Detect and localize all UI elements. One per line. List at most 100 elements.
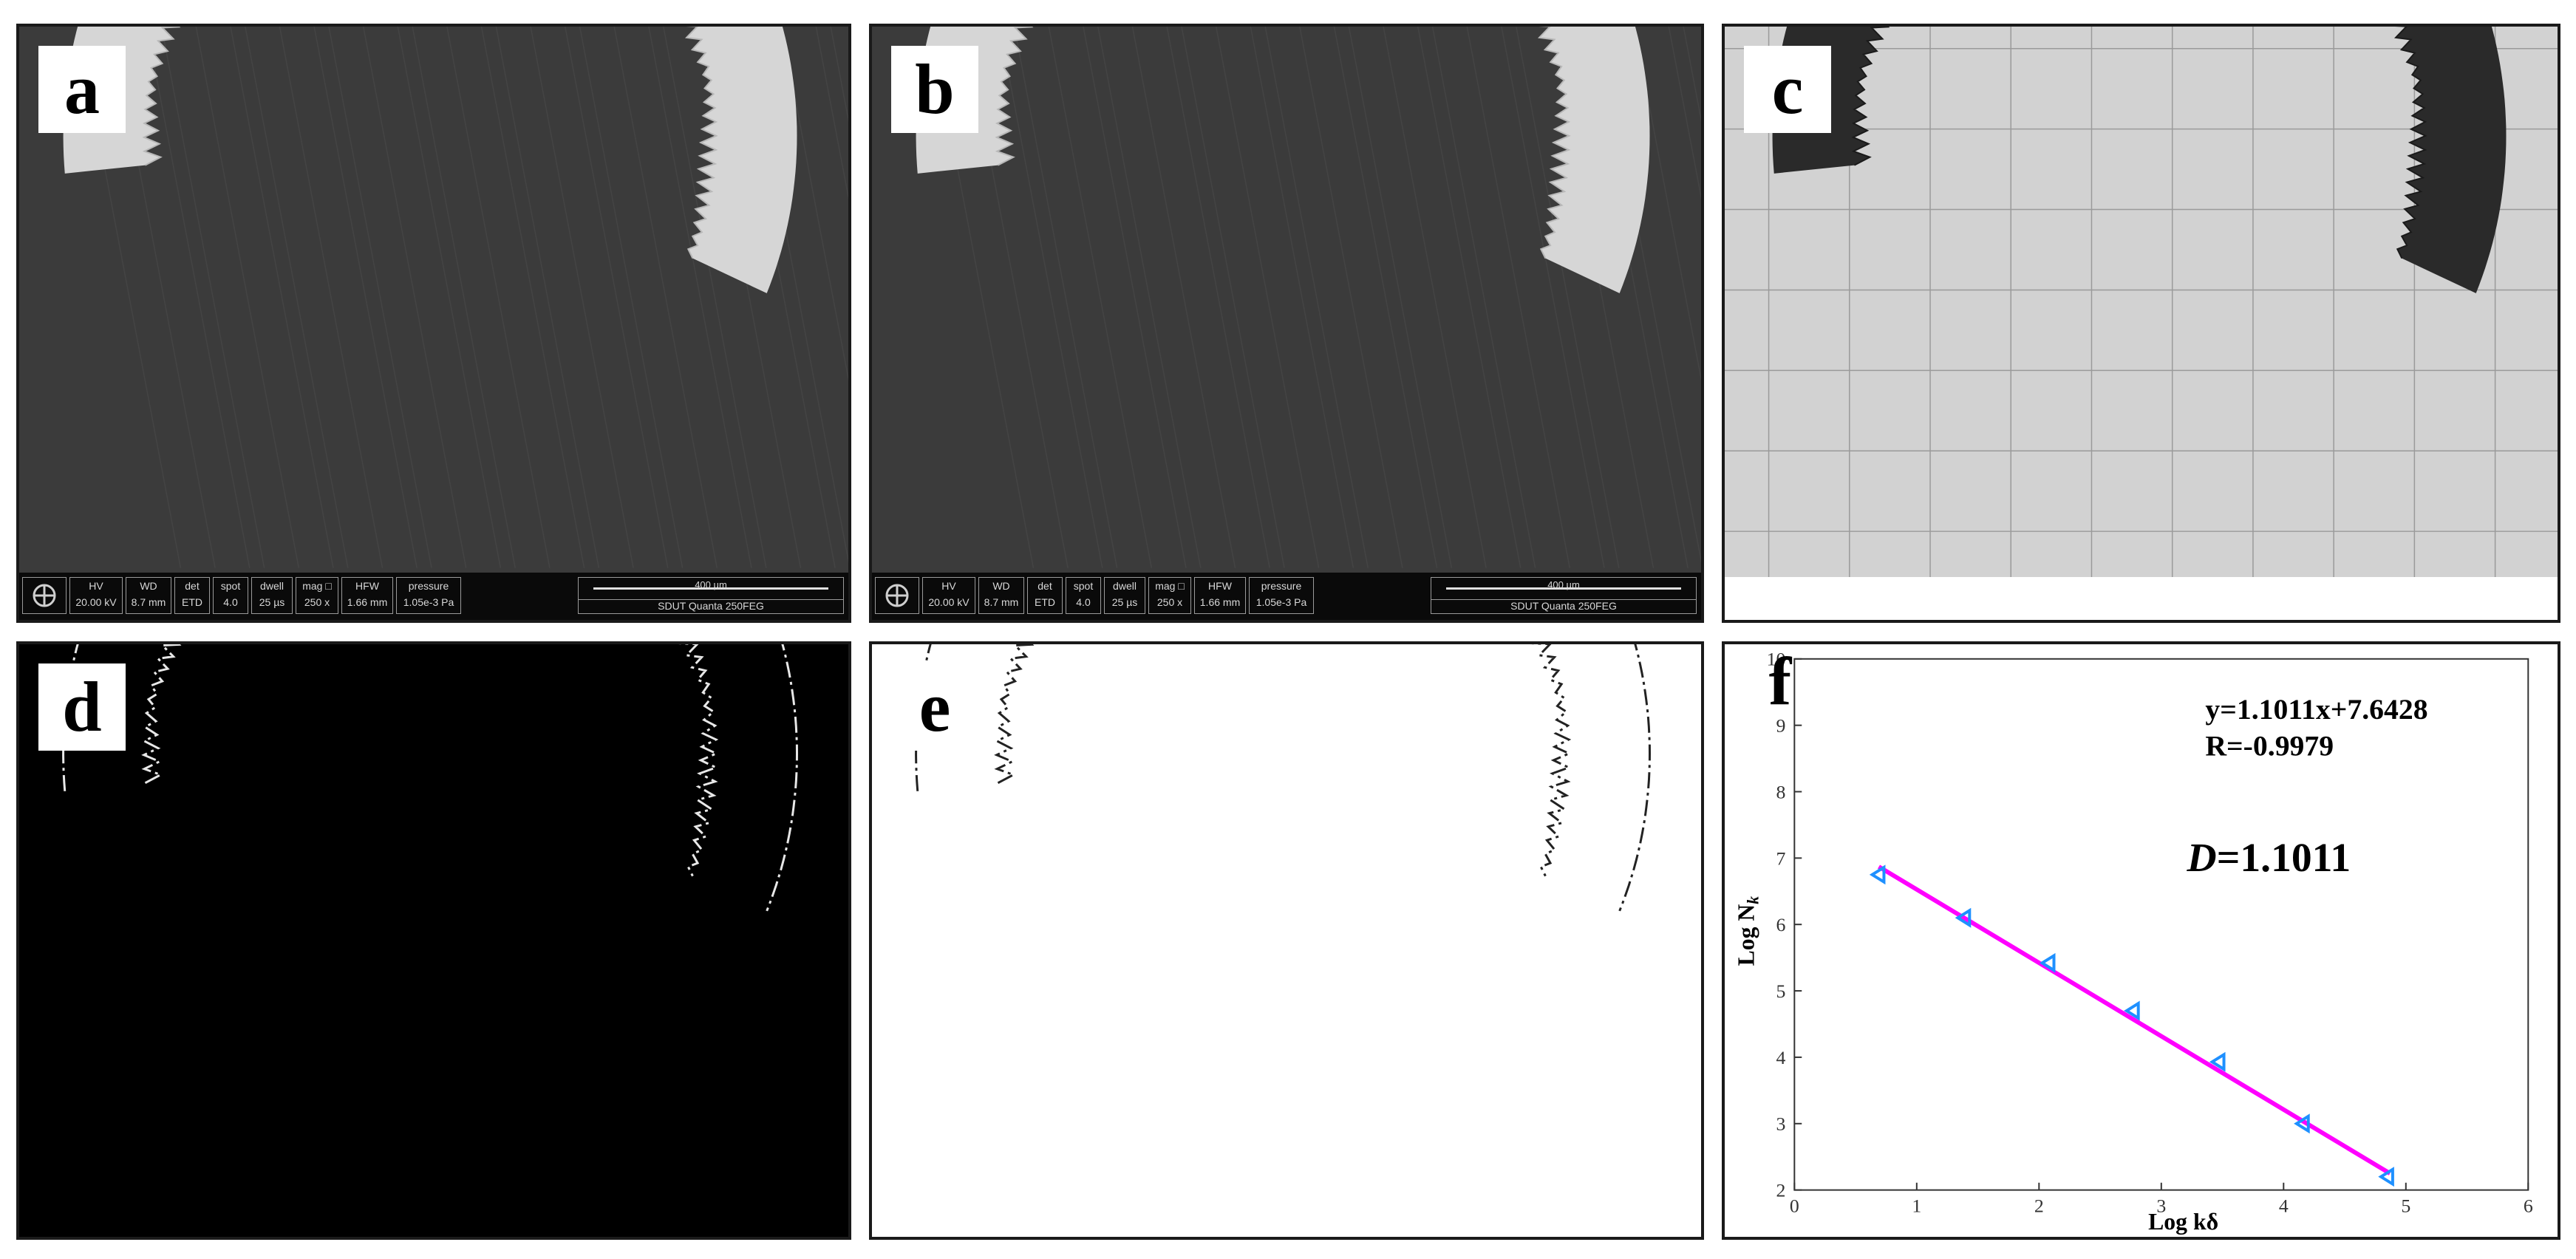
scratch-line [495,27,600,568]
scratch-line [999,27,1103,568]
panel-label: b [891,46,978,133]
scratch-line [1683,27,1701,123]
data-point [2378,1167,2394,1187]
fit-equation: y=1.1011x+7.6428 [2205,693,2427,726]
y-axis-label: Log Nk [1734,896,1762,966]
data-point [1869,864,1886,885]
scratch-line [313,27,418,568]
x-tick-label: 4 [2279,1195,2289,1216]
x-tick-label: 2 [2034,1195,2044,1216]
sem-field: WD 8.7 mm [126,577,171,614]
sem-field-value: 250 x [304,596,330,608]
inner-serrated-edge [994,644,1572,877]
scratch-line [328,27,432,568]
scratch-line [480,27,585,568]
sem-field: HV 20.00 kV [922,577,975,614]
scratch-line [613,27,718,568]
sem-field-key: spot [220,580,241,592]
scratch-line [1501,27,1605,568]
y-tick-label: 6 [1776,914,1786,935]
sem-field: spot 4.0 [1066,577,1101,614]
x-tick-label: 1 [1912,1195,1921,1216]
edge-outline-d [62,644,798,912]
instrument-name: SDUT Quanta 250FEG [1431,599,1696,612]
sem-field: WD 8.7 mm [978,577,1024,614]
wear-scar-crescent [916,27,1650,293]
sem-field: det ETD [1027,577,1063,614]
scratch-line [815,27,848,200]
scratch-line [160,27,265,568]
sem-field-key: HFW [1208,580,1232,592]
scratch-line [1013,27,1118,568]
scale-bar-text: 400 µm [695,579,727,590]
scratch-line [1466,27,1570,568]
x-tick-label: 6 [2524,1195,2533,1216]
sem-info-bar: HV 20.00 kV WD 8.7 mm det ETD spot 4.0 dwell 25 µ… [19,573,848,620]
scratch-line [362,27,467,568]
sem-field-key: HFW [355,580,379,592]
sem-field-key: pressure [408,580,449,592]
panel-label: e [891,663,978,751]
sem-field-value: 8.7 mm [984,596,1019,608]
sem-field-value: 20.00 kV [928,596,970,608]
wear-scar-serrated-edge [1851,27,2427,259]
panel-e-edge-outline-white: e [869,641,1704,1240]
sem-field: HV 20.00 kV [69,577,123,614]
sem-field: dwell 25 µs [1104,577,1145,614]
sem-field: HFW 1.66 mm [341,577,393,614]
sem-field: HFW 1.66 mm [1194,577,1246,614]
x-tick-label: 0 [1790,1195,1799,1216]
sem-field-key: WD [140,580,157,592]
scratch-line [780,27,848,382]
data-point [2039,952,2056,973]
gridded-image-c [1725,27,2558,583]
sem-field-key: pressure [1261,580,1302,592]
instrument-name: SDUT Quanta 250FEG [579,599,843,612]
data-point [2209,1051,2226,1072]
sem-field-key: dwell [260,580,284,592]
scratch-line [1264,27,1369,568]
x-tick-label: 5 [2401,1195,2410,1216]
sem-field-value: 8.7 mm [131,596,166,608]
outer-boundary-edge [915,644,1651,912]
scratch-line [1516,27,1620,568]
scale-bar: 400 µm SDUT Quanta 250FEG [1431,577,1697,614]
sem-image-b [916,27,1701,568]
sem-field-key: HV [89,580,103,592]
scratch-line [1417,27,1522,568]
fractal-dimension-chart: 0 1 2 3 4 5 6 2 3 4 5 6 7 8 9 10 Log kδ Log Nk y=1.101… [1734,649,2533,1235]
scratch-line [412,27,516,568]
blank-info-bar [1725,577,2558,620]
sem-field-value: 1.66 mm [1199,596,1241,608]
scratch-line [565,27,669,568]
correlation-coefficient: R=-0.9979 [2205,730,2334,762]
sem-field: det ETD [174,577,210,614]
scratch-line [648,27,752,568]
sem-field-key: dwell [1113,580,1137,592]
x-axis-ticks: 0 1 2 3 4 5 6 [1790,1182,2533,1216]
scratch-line [1348,27,1453,568]
sem-field-value: ETD [182,596,202,608]
scratch-line [830,27,848,123]
sem-field-value: 20.00 kV [75,596,117,608]
scratch-line [245,27,349,568]
scratch-line [530,27,634,568]
panel-f-fractal-plot: 0 1 2 3 4 5 6 2 3 4 5 6 7 8 9 10 Log kδ Log Nk y=1.101… [1722,641,2560,1240]
sem-field: mag □ 250 x [1148,577,1191,614]
y-tick-label: 9 [1776,715,1786,737]
sem-field-key: mag □ [1155,580,1185,592]
panel-label: f [1768,644,1792,719]
sem-field-key: WD [992,580,1010,592]
y-tick-label: 4 [1776,1047,1786,1068]
sem-field: spot 4.0 [213,577,248,614]
scratch-line [195,27,300,568]
wear-scar-serrated-edge [142,27,718,259]
sem-field-value: 4.0 [223,596,238,608]
y-tick-label: 5 [1776,980,1786,1002]
sem-info-bar: HV 20.00 kV WD 8.7 mm det ETD spot 4.0 dwell 25 µ… [872,573,1701,620]
data-point [2124,1000,2140,1021]
scratch-line [1333,27,1438,568]
panel-b-sem-image: b HV 20.00 kV WD 8.7 mm det ETD spot 4.0 dwell 25… [869,24,1704,623]
data-point [1955,907,1972,928]
data-points [1869,864,2394,1187]
